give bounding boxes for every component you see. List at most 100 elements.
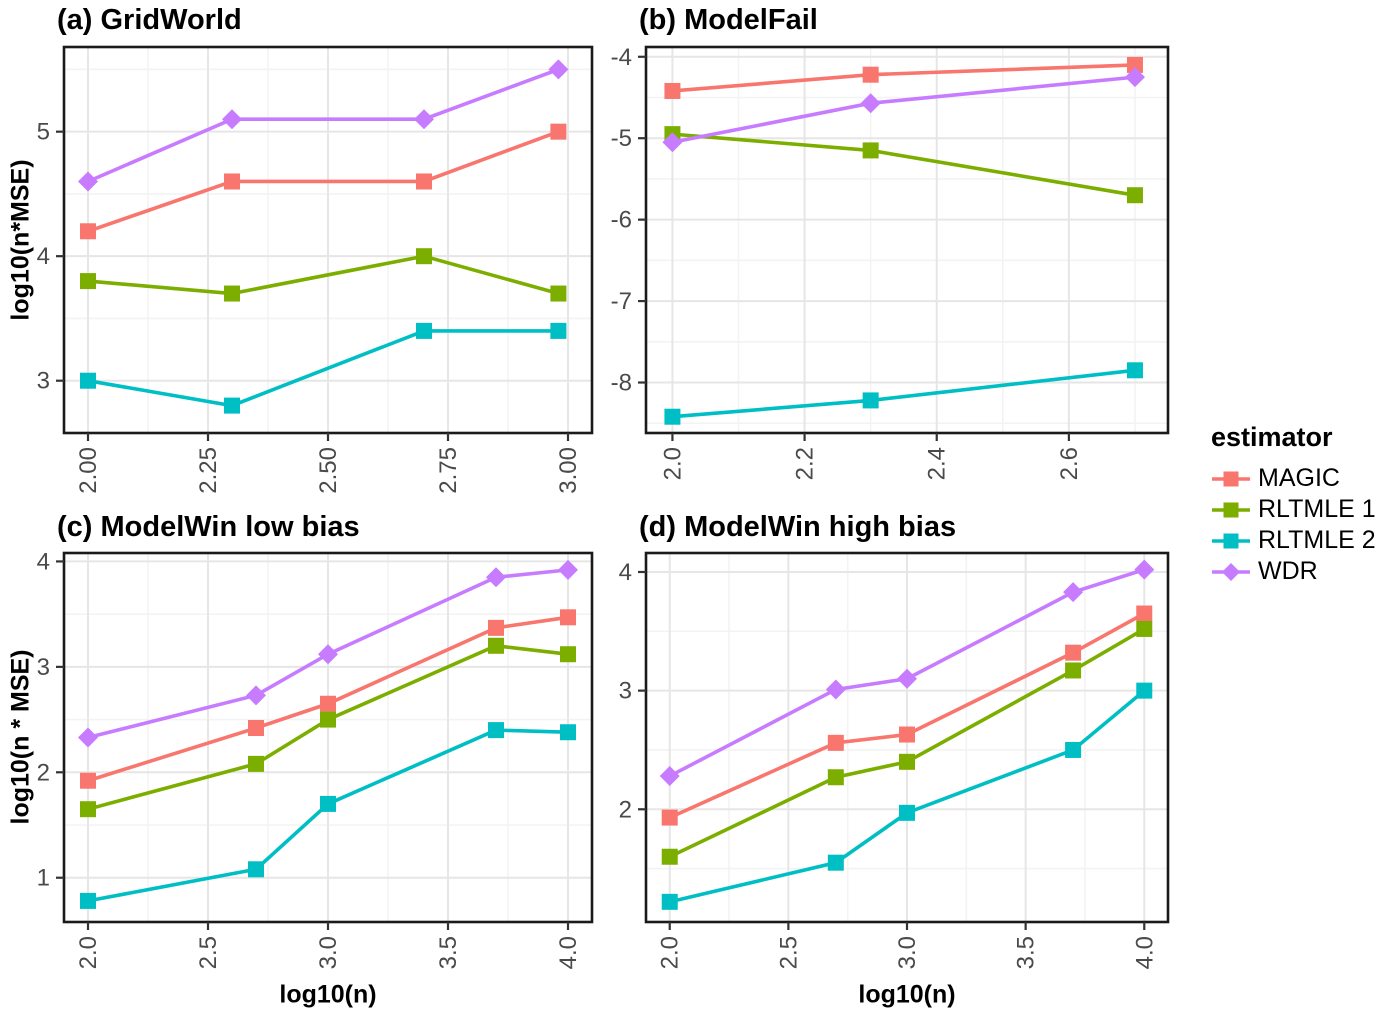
legend-title: estimator — [1211, 422, 1333, 452]
data-point-square-MAGIC — [664, 82, 681, 99]
panel-d-axes: 2 3 4 2.0 2.5 3.0 3.5 4.0 — [619, 559, 1159, 969]
legend-entry-MAGIC: MAGIC — [1211, 463, 1376, 494]
data-point-square-RLTMLE-2 — [827, 854, 844, 871]
panel-b-background — [646, 47, 1168, 433]
data-point-diamond-WDR — [897, 668, 917, 689]
data-point-square-MAGIC — [488, 619, 504, 636]
data-point-square-MAGIC — [862, 66, 879, 83]
data-point-diamond-WDR — [825, 679, 846, 700]
data-point-square-RLTMLE-1 — [661, 848, 678, 865]
data-point-diamond-WDR — [548, 59, 569, 80]
y-tick-label: 4 — [619, 559, 632, 586]
data-point-square-RLTMLE-2 — [664, 408, 681, 425]
data-point-diamond-WDR — [414, 109, 434, 130]
data-point-square-RLTMLE-2 — [224, 397, 240, 414]
data-point-square-RLTMLE-2 — [1136, 682, 1153, 699]
data-point-square-RLTMLE-2 — [416, 322, 432, 339]
data-point-square-RLTMLE-1 — [1126, 187, 1143, 204]
panel-b-series — [662, 56, 1145, 425]
x-tick-label: 2.75 — [435, 447, 462, 494]
data-point-square-RLTMLE-2 — [1126, 362, 1143, 379]
panel-a-title: (a) GridWorld — [57, 4, 242, 36]
legend: estimator MAGIC RLTMLE 1 RLTMLE 2 WDR — [1211, 422, 1376, 587]
panel-b-axes: -4 -5 -6 -7 -8 2.0 2.2 2.4 2.6 — [611, 44, 1083, 481]
legend-entry-RLTMLE-1: RLTMLE 1 — [1211, 494, 1376, 525]
panel-d-series — [659, 559, 1155, 910]
data-point-square-MAGIC — [560, 609, 576, 626]
x-tick-label: 2.0 — [75, 936, 102, 969]
series-line-MAGIC — [87, 129, 560, 233]
y-tick-label: -8 — [611, 370, 632, 397]
x-tick-label: 2.5 — [775, 936, 802, 969]
data-point-square-RLTMLE-2 — [862, 392, 879, 409]
x-tick-label: 4.0 — [555, 936, 582, 969]
x-tick-label: 4.0 — [1131, 936, 1158, 969]
data-point-square-MAGIC — [899, 726, 915, 743]
panel-b-border — [644, 45, 1170, 435]
data-point-square-RLTMLE-1 — [550, 285, 567, 302]
series-line-RLTMLE-1 — [87, 254, 559, 296]
data-point-diamond-WDR — [1063, 582, 1084, 603]
data-point-square-RLTMLE-1 — [224, 285, 240, 302]
data-point-square-MAGIC — [80, 223, 96, 240]
y-tick-label: -6 — [611, 207, 632, 234]
x-tick-label: 3.5 — [1013, 936, 1040, 969]
y-tick-label: -5 — [611, 125, 632, 152]
data-point-square-MAGIC — [416, 173, 432, 190]
data-point-square-RLTMLE-1 — [80, 801, 96, 818]
data-point-diamond-WDR — [318, 644, 338, 665]
x-tick-label: 2.6 — [1056, 447, 1083, 480]
data-point-square-RLTMLE-1 — [862, 142, 879, 159]
data-point-square-RLTMLE-1 — [488, 637, 504, 654]
data-point-diamond-WDR — [662, 132, 683, 153]
legend-entries: MAGIC RLTMLE 1 RLTMLE 2 WDR — [1211, 463, 1376, 587]
data-point-square-RLTMLE-2 — [80, 372, 96, 389]
y-tick-label: 3 — [37, 368, 50, 395]
data-point-square-RLTMLE-2 — [80, 892, 96, 909]
panel-a-series — [78, 59, 569, 414]
data-point-square-RLTMLE-2 — [661, 893, 678, 910]
x-tick-label: 3.5 — [435, 936, 462, 969]
data-point-square-MAGIC — [224, 173, 240, 190]
x-tick-label: 2.0 — [659, 447, 686, 480]
diamond-key-icon — [1212, 562, 1250, 581]
data-point-diamond-WDR — [558, 559, 578, 580]
y-tick-label: -4 — [611, 44, 632, 71]
x-axis-title-d: log10(n) — [858, 980, 956, 1009]
data-point-square-MAGIC — [248, 720, 264, 737]
x-tick-label: 2.50 — [315, 447, 342, 494]
y-axis-title-c: log10(n * MSE) — [6, 649, 35, 825]
data-point-square-RLTMLE-2 — [560, 724, 576, 741]
square-key-icon — [1212, 471, 1250, 486]
x-tick-label: 2.5 — [195, 936, 222, 969]
legend-label: MAGIC — [1258, 464, 1340, 492]
data-point-diamond-WDR — [1124, 67, 1145, 88]
panel-b-plot: -4 -5 -6 -7 -8 2.0 2.2 2.4 2.6 — [611, 44, 1170, 481]
data-point-square-RLTMLE-2 — [550, 322, 567, 339]
data-point-square-RLTMLE-1 — [1136, 620, 1153, 637]
data-point-square-MAGIC — [80, 772, 96, 789]
data-point-diamond-WDR — [486, 567, 506, 588]
data-point-diamond-WDR — [1134, 559, 1155, 580]
panel-a-axes: 3 4 5 2.00 2.25 2.50 2.75 3.00 — [37, 119, 582, 494]
y-tick-label: 3 — [619, 678, 632, 705]
data-point-square-RLTMLE-2 — [899, 804, 915, 821]
y-tick-label: -7 — [611, 288, 632, 315]
legend-label: WDR — [1258, 557, 1318, 585]
data-point-square-MAGIC — [1065, 644, 1082, 661]
data-point-square-RLTMLE-1 — [1065, 662, 1082, 679]
panel-b-title: (b) ModelFail — [639, 4, 818, 36]
data-point-square-RLTMLE-2 — [1065, 741, 1082, 758]
y-tick-label: 3 — [37, 654, 50, 681]
data-point-diamond-WDR — [659, 766, 680, 787]
y-tick-label: 1 — [37, 865, 50, 892]
y-tick-label: 4 — [37, 548, 50, 575]
panel-c-axes: 1 2 3 4 2.0 2.5 3.0 3.5 4.0 — [37, 548, 582, 969]
panel-a-plot: 3 4 5 2.00 2.25 2.50 2.75 3.00 — [37, 45, 594, 494]
data-point-diamond-WDR — [78, 727, 98, 748]
data-point-square-RLTMLE-2 — [248, 861, 264, 878]
y-tick-label: 2 — [37, 759, 50, 786]
x-tick-label: 2.0 — [657, 936, 684, 969]
